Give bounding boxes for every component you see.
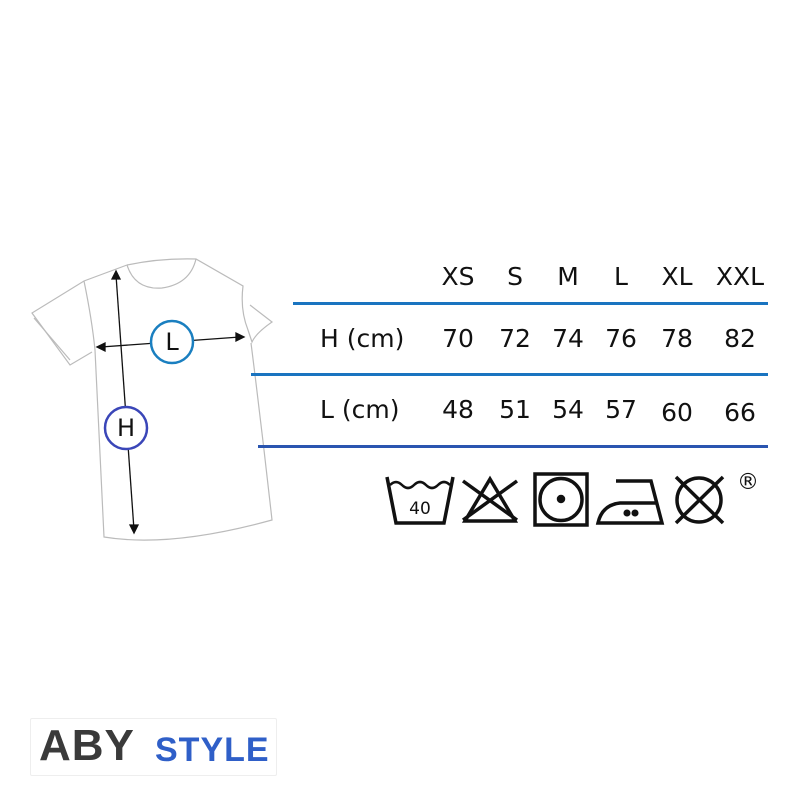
iron-medium-icon: [595, 479, 665, 525]
table-cell: 57: [605, 395, 637, 424]
logo-text-aby: ABY: [39, 721, 135, 770]
height-marker-circle: [103, 405, 149, 451]
height-marker-label: H: [116, 414, 136, 442]
registered-mark: ®: [737, 470, 759, 495]
height-arrow: [115, 274, 135, 531]
table-cell: 78: [661, 324, 693, 353]
table-divider: [258, 445, 768, 448]
size-header: XL: [661, 262, 693, 291]
length-marker-label: L: [165, 328, 179, 356]
size-header: M: [557, 262, 579, 291]
size-header: XS: [441, 262, 475, 291]
table-cell: 82: [724, 324, 756, 353]
row-label: L (cm): [320, 395, 400, 424]
table-cell: 66: [724, 398, 756, 427]
abystyle-logo: ABY STYLE: [30, 718, 277, 776]
do-not-dry-clean-icon: [674, 475, 725, 525]
size-header: L: [614, 262, 628, 291]
tumble-dry-low-icon: [533, 472, 589, 527]
table-cell: 70: [442, 324, 474, 353]
size-header: S: [507, 262, 523, 291]
tshirt-diagram: [31, 258, 274, 541]
table-cell: 51: [499, 395, 531, 424]
row-label: H (cm): [320, 324, 405, 353]
do-not-bleach-icon: [461, 475, 519, 523]
table-cell: 74: [552, 324, 584, 353]
table-cell: 76: [605, 324, 637, 353]
table-cell: 48: [442, 395, 474, 424]
table-cell: 60: [661, 398, 693, 427]
table-cell: 72: [499, 324, 531, 353]
wash-40-icon: [385, 476, 455, 525]
table-divider: [293, 302, 768, 305]
wash-temperature: 40: [409, 499, 431, 519]
table-cell: 54: [552, 395, 584, 424]
size-header: XXL: [715, 262, 765, 291]
tshirt-outline-icon: [31, 258, 274, 541]
table-divider: [251, 373, 768, 376]
care-icons: 40 ®: [385, 470, 759, 527]
logo-text-style: STYLE: [155, 731, 270, 769]
length-marker-circle: [149, 319, 195, 365]
